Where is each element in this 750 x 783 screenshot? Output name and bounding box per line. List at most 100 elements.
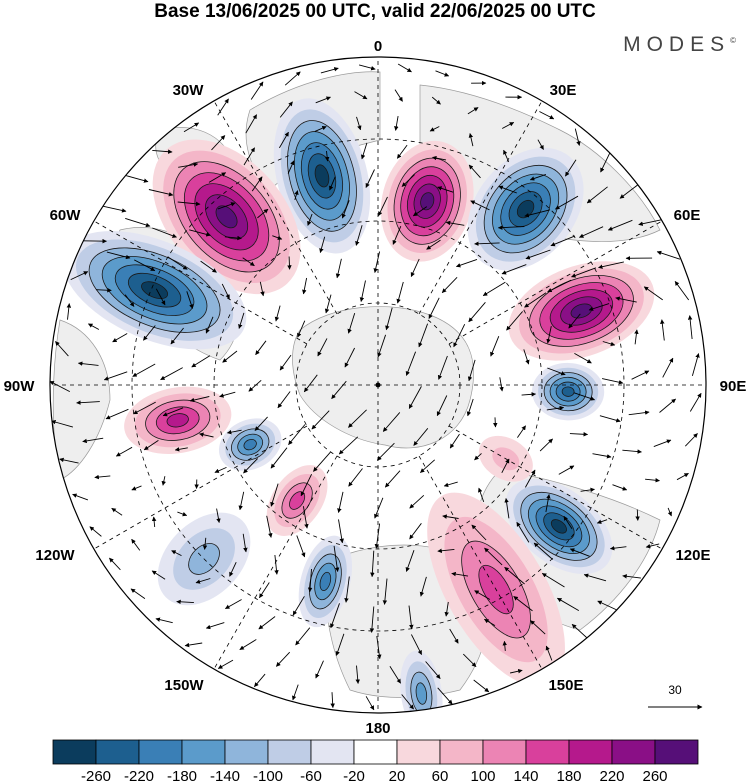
wind-arrow (257, 208, 269, 219)
colorbar-swatch (439, 739, 484, 765)
wind-arrow (152, 149, 173, 154)
wind-arrow (529, 173, 547, 181)
wind-arrow (355, 225, 363, 246)
wind-arrow (510, 668, 523, 674)
wind-arrow (609, 545, 627, 551)
wind-arrow (254, 673, 266, 688)
wind-arrow (294, 190, 299, 201)
wind-arrow (568, 313, 581, 329)
wind-arrow (360, 142, 368, 160)
wind-arrow (513, 596, 533, 612)
wind-arrow (258, 616, 276, 630)
lon-label-150e: 150E (548, 677, 583, 694)
wind-arrow (656, 250, 681, 260)
wind-arrow (408, 605, 414, 630)
wind-arrow (389, 665, 401, 684)
wind-arrow (574, 353, 592, 364)
wind-arrow (133, 401, 156, 415)
wind-arrow (124, 294, 135, 307)
wind-arrow (217, 659, 234, 669)
wind-arrow (376, 442, 395, 461)
land-mass-7 (52, 319, 111, 481)
wind-arrow (533, 542, 553, 560)
wind-arrow (482, 281, 506, 296)
lon-label-180: 180 (365, 720, 390, 737)
wind-arrow (408, 386, 422, 409)
wind-arrow (467, 359, 476, 382)
brand-text: MODES (623, 33, 731, 56)
colorbar-swatch (310, 739, 355, 765)
wind-arrow (436, 395, 448, 417)
wind-arrow (315, 96, 331, 104)
colorbar-swatch (611, 739, 656, 765)
wind-arrow (401, 694, 414, 710)
wind-arrow (539, 111, 555, 120)
wind-arrow (484, 547, 503, 566)
wind-arrow (259, 582, 270, 599)
wind-arrow (266, 515, 273, 538)
wind-arrow (524, 209, 551, 218)
wind-arrow (72, 493, 89, 501)
wind-arrow (643, 286, 663, 301)
wind-arrow (302, 277, 308, 295)
wind-arrow (441, 276, 458, 294)
wind-arrow (55, 341, 69, 357)
wind-arrow (442, 514, 459, 519)
colorbar-tick-label: 100 (470, 768, 495, 783)
wind-arrow (319, 236, 326, 254)
wind-arrow (287, 160, 295, 174)
wind-arrow (132, 363, 156, 377)
wind-arrow (662, 357, 674, 378)
wind-arrow (502, 640, 508, 651)
wind-arrow (600, 152, 611, 173)
wind-arrow (689, 392, 702, 412)
wind-arrow (615, 296, 637, 303)
wind-arrow (428, 297, 440, 319)
wind-arrow (355, 665, 360, 684)
north-pole-marker (375, 382, 381, 388)
wind-arrow (217, 98, 229, 116)
wind-arrow (216, 508, 221, 524)
wind-arrow (474, 241, 500, 246)
wind-arrow (131, 485, 142, 491)
wind-arrow (471, 524, 487, 541)
wind-arrow (557, 597, 580, 611)
colorbar-swatch (267, 739, 312, 765)
wind-arrow (409, 494, 425, 509)
wind-arrow (111, 507, 123, 516)
wind-arrow (385, 307, 393, 331)
wind-arrow (324, 150, 330, 162)
wind-arrow (51, 419, 74, 428)
meridian-line (93, 425, 308, 550)
wind-arrow (684, 433, 698, 447)
brand-mark: © (730, 36, 736, 45)
colorbar-tick-label: -260 (81, 768, 111, 783)
colorbar-swatch (181, 739, 226, 765)
wind-arrow (394, 89, 403, 102)
wind-arrow (200, 260, 217, 273)
wind-arrow (151, 570, 166, 580)
wind-arrow (329, 176, 336, 191)
wind-arrow (376, 636, 382, 660)
wind-arrow (374, 497, 384, 519)
wind-arrow (274, 305, 281, 322)
wind-arrow (251, 176, 263, 192)
wind-arrow (419, 576, 427, 597)
wind-arrow (177, 201, 201, 207)
wind-arrow (420, 459, 436, 473)
wind-arrow (676, 473, 689, 481)
anomaly-contour (166, 413, 189, 428)
wind-arrow (539, 438, 553, 452)
wind-arrow (365, 696, 375, 711)
colorbar-tick-label: 220 (599, 768, 624, 783)
wind-arrow (635, 509, 640, 521)
wind-arrow (344, 576, 350, 603)
wind-arrow (470, 200, 490, 211)
wind-arrow (335, 633, 345, 656)
wind-arrow (691, 353, 700, 377)
wind-arrow (125, 217, 151, 228)
wind-arrow (243, 147, 255, 166)
wind-arrow (574, 128, 581, 146)
colorbar-tick-label: 260 (642, 768, 667, 783)
wind-arrow (186, 291, 194, 309)
